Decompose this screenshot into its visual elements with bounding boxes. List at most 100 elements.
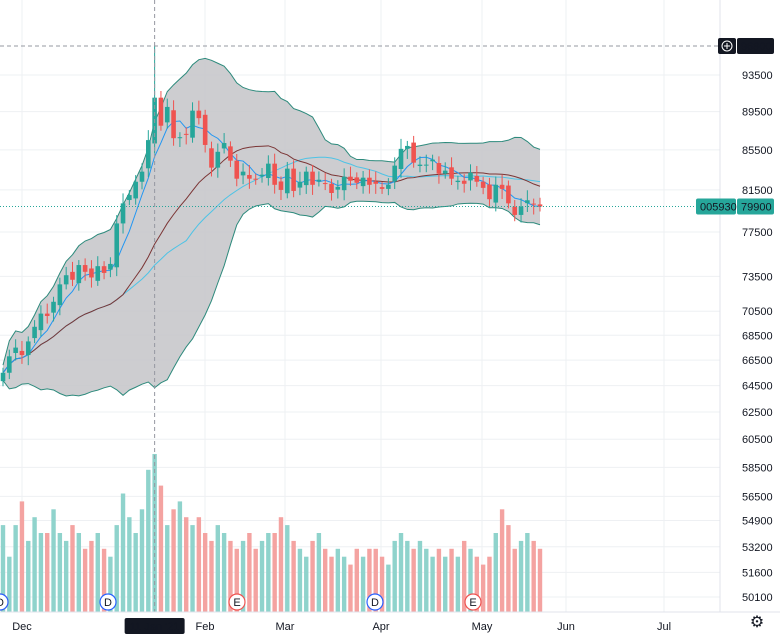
- y-tick-label: 54900: [742, 515, 773, 527]
- candle: [537, 197, 543, 212]
- candle: [272, 153, 277, 194]
- marker-label: D: [0, 597, 4, 609]
- volume-bar: [373, 548, 378, 612]
- candle: [158, 91, 164, 131]
- volume-bar: [392, 540, 397, 612]
- volume-bar: [531, 540, 536, 612]
- candle: [417, 156, 423, 173]
- volume-bar: [120, 493, 126, 612]
- volume-bar: [436, 548, 442, 612]
- candle-body: [221, 143, 227, 149]
- volume-bar: [341, 556, 347, 612]
- candle-body: [253, 178, 259, 180]
- volume-bar: [133, 533, 138, 612]
- candle-body: [398, 148, 404, 169]
- volume-bar: [51, 509, 56, 612]
- candle: [70, 261, 75, 287]
- x-axis: Dec Feb Mar Apr May Jun Jul 11 Jan '21: [0, 611, 780, 634]
- candle: [63, 266, 69, 290]
- candle: [266, 155, 271, 186]
- candle: [190, 102, 195, 143]
- volume-bar: [455, 556, 461, 612]
- x-tick-label: Mar: [276, 621, 295, 633]
- candle: [329, 178, 334, 201]
- add-alert-button[interactable]: [718, 37, 736, 54]
- earnings-marker[interactable]: E: [228, 593, 246, 611]
- volume-bar: [285, 525, 290, 612]
- x-tick-label: Apr: [372, 621, 389, 633]
- dividend-marker[interactable]: D: [366, 593, 384, 611]
- candle: [57, 277, 63, 316]
- candle-body: [114, 223, 120, 268]
- candle: [398, 138, 404, 178]
- candle: [284, 161, 290, 199]
- candle-body: [108, 263, 113, 270]
- price-label-bg: [737, 37, 774, 54]
- x-tick-label: Dec: [12, 621, 32, 633]
- candle-body: [266, 163, 271, 179]
- candle-body: [0, 372, 6, 382]
- volume-bar: [417, 540, 423, 612]
- candle: [442, 162, 448, 179]
- volume-bar: [108, 556, 113, 612]
- candle-body: [240, 171, 246, 176]
- candle-body: [146, 140, 151, 169]
- candle: [335, 180, 341, 199]
- volume-bar: [354, 548, 359, 612]
- candle: [354, 172, 360, 190]
- volume-bar: [512, 548, 517, 612]
- volume-bar: [518, 540, 524, 612]
- candle-body: [95, 266, 101, 281]
- plus-icon: [721, 40, 733, 52]
- candle: [411, 135, 416, 168]
- volume-bar: [461, 540, 467, 612]
- volume-bar: [240, 540, 246, 612]
- event-markers[interactable]: DDEEED: [0, 593, 482, 611]
- candle-body: [379, 187, 385, 189]
- candle: [177, 132, 183, 148]
- candle-body: [32, 326, 37, 339]
- volume-bar: [19, 501, 25, 612]
- y-tick-label: 68500: [742, 330, 773, 342]
- candle: [101, 261, 107, 280]
- y-tick-label: 93500: [742, 70, 773, 82]
- candle: [436, 156, 442, 184]
- candle-body: [322, 183, 328, 185]
- gear-icon[interactable]: ⚙: [749, 612, 765, 631]
- candle: [171, 100, 176, 146]
- candle: [25, 336, 31, 366]
- candle-body: [442, 170, 448, 174]
- candle-body: [316, 179, 322, 182]
- candle-body: [196, 110, 202, 119]
- candle: [512, 200, 518, 222]
- candle: [164, 98, 170, 129]
- volume-bar: [57, 533, 63, 612]
- volume-bar: [247, 533, 252, 612]
- volume-bar: [386, 564, 391, 612]
- dividend-marker[interactable]: D: [0, 593, 9, 611]
- volume-bar: [139, 509, 145, 612]
- volume-bar: [259, 540, 265, 612]
- candle-body: [537, 204, 543, 207]
- volume-bar: [537, 548, 543, 612]
- volume-bar: [379, 556, 385, 612]
- dividend-marker[interactable]: D: [99, 593, 117, 611]
- candle: [518, 198, 524, 223]
- candle-body: [120, 203, 126, 224]
- candle: [259, 167, 265, 183]
- candle: [348, 166, 353, 186]
- candle: [461, 174, 467, 193]
- candle: [51, 296, 56, 322]
- bollinger-fill: [3, 58, 540, 396]
- marker-circle: [228, 593, 246, 611]
- y-tick-label: 53200: [742, 542, 773, 554]
- candle: [449, 157, 454, 185]
- earnings-marker[interactable]: E: [464, 593, 482, 611]
- volume-bar: [405, 540, 410, 612]
- candle-body: [209, 148, 214, 168]
- y-tick-label: 89500: [742, 107, 773, 119]
- marker-circle: [464, 593, 482, 611]
- candle-body: [303, 171, 309, 186]
- date-label-text: 11 Jan '21: [130, 621, 180, 633]
